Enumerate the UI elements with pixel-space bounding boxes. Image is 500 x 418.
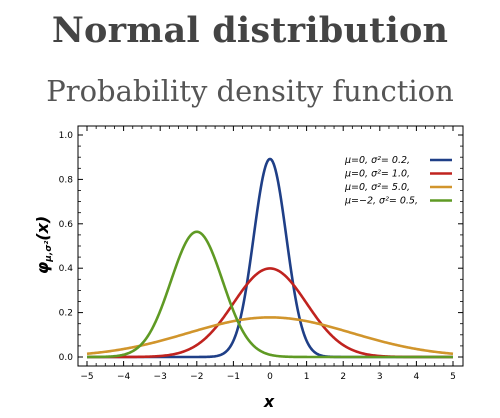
y-tick-label: 1.0 [59, 131, 74, 141]
x-tick-label: 5 [450, 372, 456, 382]
x-tick-label: 2 [340, 372, 346, 382]
page-title: Normal distribution [51, 10, 449, 51]
y-axis-label-sub: μ,σ² [44, 241, 54, 263]
x-tick-label: 0 [267, 372, 273, 382]
x-tick-label: 4 [414, 372, 420, 382]
x-tick-label: −4 [117, 372, 131, 382]
x-axis-label: x [263, 392, 275, 411]
y-tick-label: 0.2 [59, 309, 73, 319]
y-tick-label: 0.6 [59, 220, 74, 230]
x-tick-label: −5 [80, 372, 93, 382]
series-group [86, 157, 454, 359]
x-tick-label: 1 [304, 372, 310, 382]
y-tick-label: 0.4 [59, 264, 74, 274]
legend: μ=0, σ²= 0.2, μ=0, σ²= 1.0, μ=0, σ²= 5.0, μ… [344, 155, 452, 207]
x-tick-label: 3 [377, 372, 383, 382]
x-tick-label: −1 [227, 372, 240, 382]
y-tick-label: 0.0 [59, 353, 74, 363]
legend-label: μ=−2, σ²= 0.5, [344, 196, 418, 207]
legend-label: μ=0, σ²= 0.2, [344, 155, 410, 166]
y-axis-label-main: φ [33, 261, 52, 274]
axes: −5 −4 −3 −2 −1 0 1 2 3 4 5 0.0 0.2 0.4 0.6 0.8 1.0 [59, 125, 464, 382]
y-axis-label: φμ,σ²(x) [33, 216, 54, 274]
x-tick-label: −2 [190, 372, 203, 382]
y-tick-label: 0.8 [59, 175, 74, 185]
y-axis-label-arg: (x) [33, 216, 52, 241]
series-line-4 [86, 230, 454, 359]
x-tick-label: −3 [154, 372, 167, 382]
series-line-3 [86, 316, 454, 356]
legend-label: μ=0, σ²= 5.0, [344, 182, 410, 193]
legend-label: μ=0, σ²= 1.0, [344, 169, 410, 180]
page-subtitle: Probability density function [46, 74, 454, 108]
